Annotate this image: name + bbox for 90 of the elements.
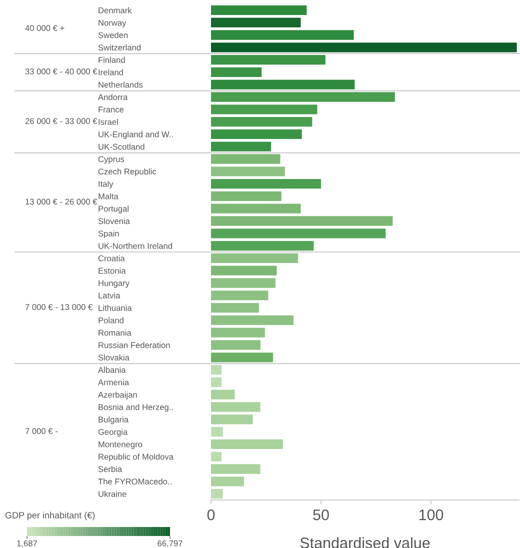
y-tick-label: Albania xyxy=(98,366,126,373)
bar xyxy=(211,116,312,127)
bar xyxy=(211,302,259,313)
y-tick-label: Romania xyxy=(98,330,132,336)
bar xyxy=(211,315,294,326)
bar xyxy=(211,204,301,214)
y-tick-label: Slovakia xyxy=(98,354,130,360)
bar xyxy=(211,364,222,375)
bar xyxy=(211,390,235,400)
y-tick-label: Andorra xyxy=(98,94,128,100)
x-axis-title: Standardised value xyxy=(300,537,430,548)
bar xyxy=(211,452,222,462)
y-axis-title: 7 000 € - xyxy=(25,428,58,434)
y-axis-title: 7 000 € - 13 000 € xyxy=(25,304,93,310)
x-tick-label: 100 xyxy=(419,509,444,520)
y-tick-label: Malta xyxy=(98,193,118,200)
y-tick-label: Latvia xyxy=(98,292,120,298)
y-tick-label: Israel xyxy=(98,118,118,125)
bar xyxy=(211,216,393,226)
bar xyxy=(211,426,223,437)
y-tick-label: Finland xyxy=(98,56,125,63)
bar xyxy=(211,166,285,176)
y-axis-title: 33 000 € - 40 000 € xyxy=(25,68,98,74)
y-tick-label: Russian Federation xyxy=(98,342,170,348)
bar xyxy=(211,340,260,350)
y-tick-label: Lithuania xyxy=(98,304,132,311)
y-tick-label: Switzerland xyxy=(98,44,141,50)
y-tick-label: Bulgaria xyxy=(98,416,129,424)
bar xyxy=(211,178,321,189)
bar xyxy=(211,5,307,16)
y-tick-label: Bosnia and Herzeg.. xyxy=(98,404,173,412)
bar xyxy=(211,104,318,114)
y-tick-label: UK-Scotland xyxy=(98,144,144,150)
y-tick-label: Slovenia xyxy=(98,218,130,224)
bar xyxy=(211,129,302,140)
y-tick-label: Denmark xyxy=(98,7,132,14)
bar xyxy=(211,352,274,362)
bar xyxy=(211,439,283,450)
color-bar-label: 66,797 xyxy=(158,540,182,548)
y-tick-label: Italy xyxy=(98,180,114,189)
y-tick-label: Georgia xyxy=(98,428,128,437)
y-tick-label: UK-England and W.. xyxy=(98,131,173,139)
bar xyxy=(211,30,354,40)
y-tick-label: Ukraine xyxy=(98,490,126,497)
y-tick-label: The FYROMacedo.. xyxy=(98,478,172,484)
bar xyxy=(211,42,517,52)
y-tick-label: Sweden xyxy=(98,32,128,38)
y-tick-label: Portugal xyxy=(98,206,128,214)
y-tick-label: Ireland xyxy=(98,69,123,76)
y-tick-label: UK-Northern Ireland xyxy=(98,242,172,249)
bar xyxy=(211,18,301,28)
y-axis-title: 40 000 € + xyxy=(25,25,64,32)
y-tick-label: France xyxy=(98,106,124,112)
bar xyxy=(211,253,298,264)
bar xyxy=(211,377,222,388)
x-tick-label: 0 xyxy=(207,509,215,520)
y-tick-label: Republic of Moldova xyxy=(98,454,174,462)
x-tick-label: 50 xyxy=(313,509,329,520)
color-bar-title: GDP per inhabitant (€) xyxy=(5,512,95,520)
bar xyxy=(211,402,260,412)
y-tick-label: Czech Republic xyxy=(98,168,156,176)
y-tick-label: Armenia xyxy=(98,379,130,386)
y-tick-label: Poland xyxy=(98,317,124,324)
bar xyxy=(211,266,277,276)
y-tick-label: Netherlands xyxy=(98,82,143,88)
y-tick-label: Serbia xyxy=(98,466,122,472)
bar xyxy=(211,464,260,474)
bar xyxy=(211,191,282,202)
y-tick-label: Spain xyxy=(98,230,119,238)
bar xyxy=(211,142,272,152)
bar xyxy=(211,290,268,300)
bar xyxy=(211,414,253,424)
y-tick-label: Estonia xyxy=(98,268,126,274)
y-axis-title: 13 000 € - 26 000 € xyxy=(26,198,98,205)
y-axis-title: 26 000 € - 33 000 € xyxy=(25,118,98,124)
bar xyxy=(211,228,386,238)
bar xyxy=(211,92,395,102)
bar xyxy=(211,154,280,164)
y-tick-label: Croatia xyxy=(98,255,125,262)
y-tick-label: Hungary xyxy=(98,280,130,288)
bar xyxy=(211,488,223,499)
y-tick-label: Montenegro xyxy=(98,441,142,449)
color-bar-label: 1,687 xyxy=(17,540,38,548)
y-tick-label: Cyprus xyxy=(98,156,124,164)
bar xyxy=(211,476,244,486)
y-tick-label: Azerbaijan xyxy=(98,392,137,400)
y-tick-label: Norway xyxy=(98,20,126,28)
bar xyxy=(211,278,276,288)
bar xyxy=(211,328,265,338)
bar xyxy=(211,240,314,251)
